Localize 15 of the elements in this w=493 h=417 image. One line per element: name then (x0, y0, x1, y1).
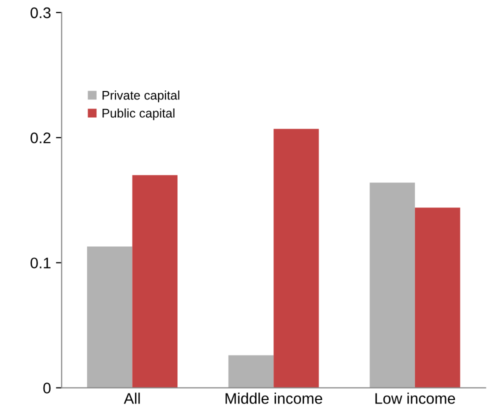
y-tick-label: 0.1 (30, 258, 50, 268)
y-tick-label: 0 (43, 382, 51, 394)
bar (228, 355, 274, 388)
bar (414, 208, 460, 388)
bar (274, 128, 319, 388)
y-tick-label: 0.2 (30, 132, 50, 144)
x-tick-label: All (124, 392, 140, 404)
bar (87, 246, 132, 388)
x-tick-label: Middle income (226, 392, 322, 404)
legend-label: Private capital (102, 90, 180, 102)
bar (370, 182, 415, 388)
y-tick-label: 0.3 (30, 7, 51, 18)
x-tick-label: Low income (375, 392, 456, 404)
bar (132, 175, 178, 388)
legend-label: Public capital (102, 108, 174, 120)
